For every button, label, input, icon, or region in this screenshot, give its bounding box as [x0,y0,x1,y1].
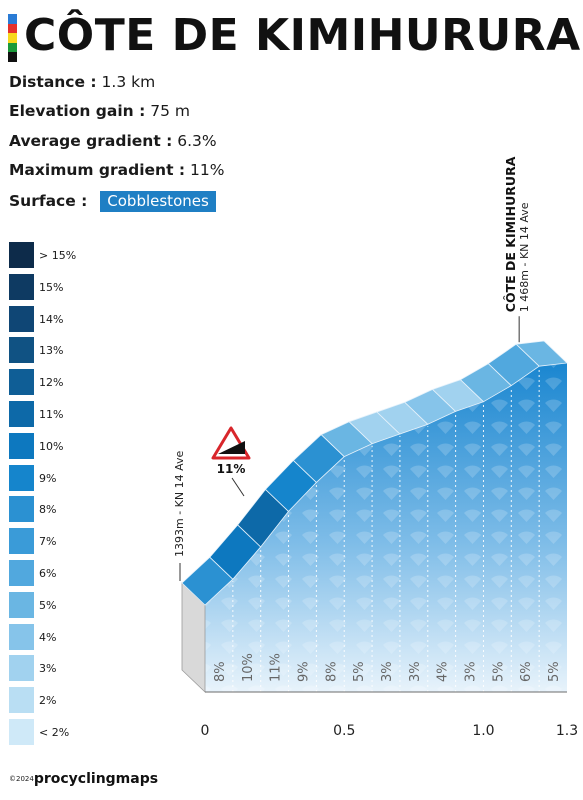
stat-elevation-gain: Elevation gain : 75 m [9,102,190,120]
segment-gradient-label: 5% [491,661,506,682]
segment-gradient-label: 3% [408,661,423,682]
stat-average-gradient-value: 6.3% [177,132,217,150]
segment-gradient-label: 8% [324,661,339,682]
legend-swatch [9,401,34,427]
legend-label: 9% [39,471,57,485]
legend-swatch [9,305,34,332]
stat-surface-key: Surface : [9,192,88,210]
max-gradient-label: 11% [217,462,246,476]
summit-sub-label: 1 468m - KN 14 Ave [518,202,531,312]
surface-badge: Cobblestones [100,191,216,212]
title-bar-stripe [8,42,17,53]
stat-distance-value: 1.3 km [101,73,156,91]
legend-swatch [9,464,34,491]
legend-label: 2% [39,694,57,708]
title-bar-stripe [8,52,17,62]
legend-swatch [9,528,34,555]
segment-gradient-label: 10% [241,653,256,682]
segment-gradient-label: 3% [464,661,479,682]
segment-gradient-label: 4% [436,661,451,682]
legend-swatch [9,273,34,300]
legend-label: 15% [39,280,64,294]
climb-title: CÔTE DE KIMIHURURA [24,10,581,61]
stat-elevation-gain-key: Elevation gain : [9,102,146,120]
segment-gradient-label: 8% [213,661,228,682]
x-tick-label: 0 [201,723,210,739]
legend-swatch [9,623,34,650]
legend-swatch [9,687,34,714]
segment-gradient-label: 11% [269,653,284,682]
legend-label: 12% [39,376,64,390]
segment-gradient-label: 6% [519,661,534,682]
legend-label: 4% [39,630,57,644]
segment-gradient-label: 5% [547,661,562,682]
max-gradient-slope-icon [218,441,245,454]
profile-pattern [205,363,567,692]
stat-distance-key: Distance : [9,73,97,91]
x-tick-label: 0.5 [333,723,355,739]
x-tick-label: 1.0 [472,723,494,739]
legend-label: 10% [39,439,64,453]
legend-label: 11% [39,408,64,421]
stat-average-gradient: Average gradient : 6.3% [9,132,217,150]
footer-brand: procyclingmaps [33,771,159,787]
stat-maximum-gradient-key: Maximum gradient : [9,161,186,179]
footer-year: ©2024 [9,775,34,783]
stat-surface: Surface : Cobblestones [9,191,216,212]
legend-swatch [9,432,34,459]
legend-label: 13% [39,344,64,358]
summit-name-label: CÔTE DE KIMIHURURA [503,156,518,312]
legend-swatch [9,560,34,586]
legend-label: 3% [39,662,57,676]
title-bar-stripe [8,23,17,34]
stat-maximum-gradient-value: 11% [190,161,225,179]
legend-label: 8% [39,503,57,517]
segment-gradient-label: 5% [352,661,367,682]
legend-swatch [9,337,34,364]
legend-label: < 2% [39,726,70,739]
title-bar-stripe [8,33,17,43]
legend-swatch [9,719,34,745]
legend-label: 14% [39,312,64,326]
start-label: 1393m - KN 14 Ave [173,451,186,557]
footer: ©2024procyclingmaps [9,771,158,787]
legend-label: 6% [39,567,57,580]
legend-swatch [9,591,34,618]
legend-swatch [9,242,34,268]
legend-label: 7% [39,535,57,549]
x-tick-label: 1.3 [556,723,578,739]
segment-gradient-label: 3% [380,661,395,682]
gradient-ribbon-segment [515,340,568,367]
legend-swatch [9,496,34,523]
title-bar-stripe [8,14,17,24]
legend-swatch [9,369,34,396]
legend-swatch [9,655,34,682]
legend-label: > 15% [39,249,77,262]
stat-distance: Distance : 1.3 km [9,73,155,91]
max-gradient-pointer [231,477,245,497]
legend-label: 5% [39,598,57,612]
stat-average-gradient-key: Average gradient : [9,132,173,150]
title-color-bar [8,14,17,62]
stat-elevation-gain-value: 75 m [150,102,190,120]
segment-gradient-label: 9% [297,661,312,682]
stat-maximum-gradient: Maximum gradient : 11% [9,161,224,179]
